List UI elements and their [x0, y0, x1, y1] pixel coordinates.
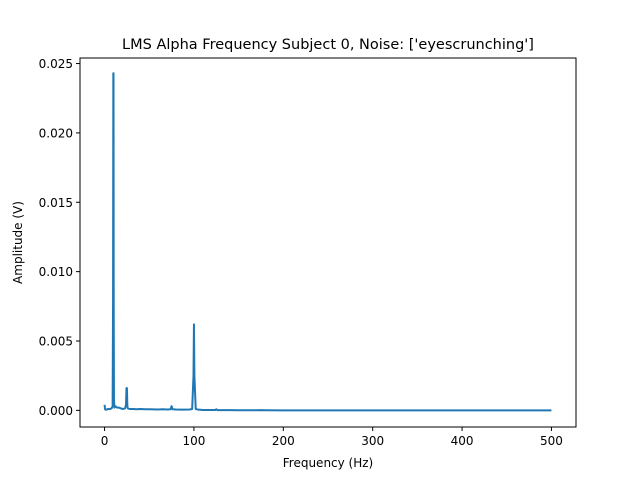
x-tick-label: 0 — [101, 434, 109, 448]
x-axis: 0 100 200 300 400 500 — [101, 427, 563, 448]
y-tick-label: 0.000 — [39, 404, 73, 418]
y-tick-label: 0.010 — [39, 265, 73, 279]
x-axis-label: Frequency (Hz) — [283, 456, 374, 470]
plot-frame — [79, 57, 577, 428]
series-line-0 — [103, 72, 552, 412]
y-tick-label: 0.020 — [39, 126, 73, 140]
x-tick-label: 200 — [272, 434, 295, 448]
y-tick-label: 0.015 — [39, 196, 73, 210]
y-axis-label: Amplitude (V) — [11, 201, 25, 284]
y-tick-label: 0.005 — [39, 334, 73, 348]
plot-area — [103, 72, 552, 412]
x-tick-label: 500 — [540, 434, 563, 448]
x-tick-label: 300 — [361, 434, 384, 448]
x-tick-label: 400 — [451, 434, 474, 448]
x-tick-label: 100 — [182, 434, 205, 448]
y-axis: 0.000 0.005 0.010 0.015 0.020 0.025 — [39, 57, 80, 418]
chart-title: LMS Alpha Frequency Subject 0, Noise: ['… — [122, 37, 534, 53]
y-tick-label: 0.025 — [39, 57, 73, 71]
